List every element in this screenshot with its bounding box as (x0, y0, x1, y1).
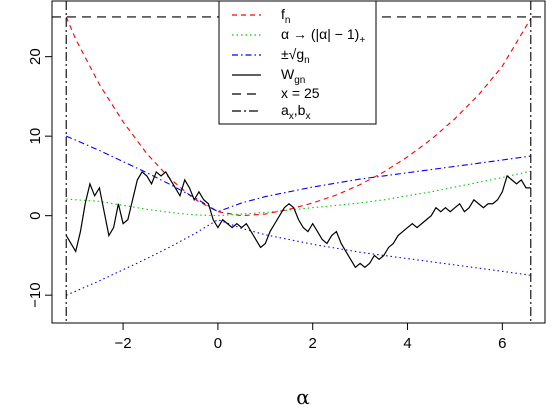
legend-label-2: ±√gn (281, 46, 310, 66)
y-tick-label: 20 (27, 48, 44, 65)
x-tick-label: 6 (498, 335, 506, 352)
x-tick-label: 0 (214, 335, 222, 352)
series-layer (65, 16, 532, 296)
y-tick-label: 0 (27, 211, 44, 219)
legend-label-4: x = 25 (281, 85, 320, 101)
y-tick-label: −10 (27, 282, 44, 307)
series-sqrtg_pos (66, 135, 531, 213)
series-W (65, 170, 531, 269)
x-axis: −2 0 2 4 6 (115, 322, 507, 352)
legend-label-0: fn (281, 6, 290, 26)
legend-label-5: ax,bx (281, 102, 310, 122)
y-tick-label: 10 (27, 128, 44, 145)
legend-box (218, 0, 377, 125)
x-tick-label: −2 (115, 335, 132, 352)
legend-label-3: Wgn (281, 66, 305, 86)
series-fn (65, 16, 532, 217)
x-tick-label: 4 (403, 335, 411, 352)
x-tick-label: 2 (309, 335, 317, 352)
x-axis-title: α (296, 385, 310, 409)
series-sqrtg_neg (66, 219, 531, 296)
legend-label-1: α → (|α| − 1)+ (281, 26, 365, 46)
series-relu (66, 170, 531, 217)
y-axis: −10 0 10 20 (27, 48, 53, 308)
